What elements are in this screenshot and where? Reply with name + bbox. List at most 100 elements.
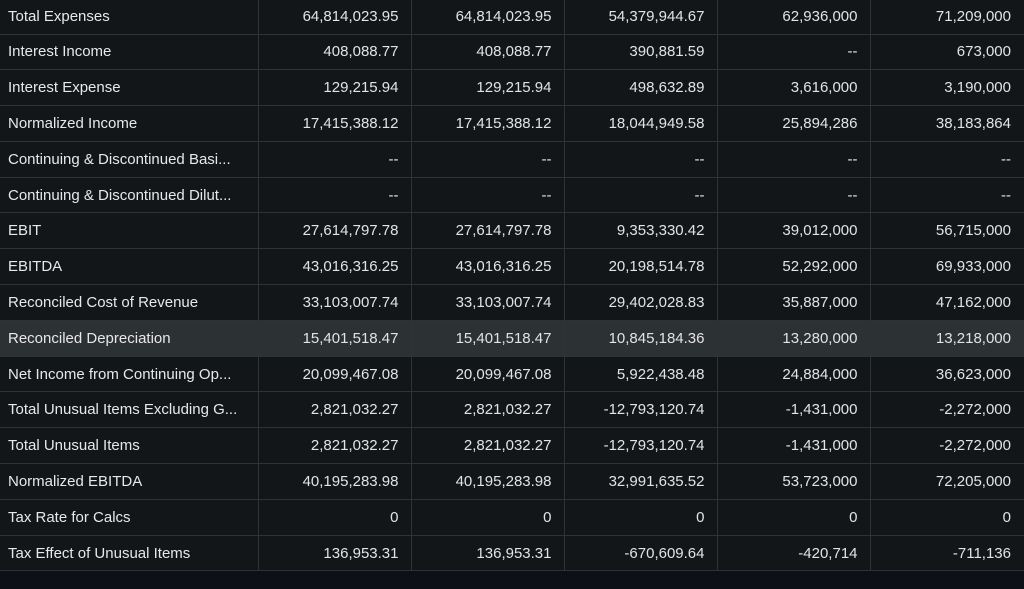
- value-cell: --: [717, 177, 871, 214]
- value-cell: 27,614,797.78: [411, 212, 565, 250]
- value-cell: 0: [258, 499, 412, 536]
- row-label: Total Unusual Items: [0, 427, 259, 465]
- table-row[interactable]: EBITDA 43,016,316.25 43,016,316.25 20,198,5…: [0, 248, 1024, 286]
- value-cell: --: [564, 177, 718, 214]
- table-row[interactable]: Interest Income 408,088.77 408,088.77 390,8…: [0, 34, 1024, 71]
- value-cell: 408,088.77: [258, 34, 412, 71]
- value-cell: --: [564, 141, 718, 178]
- row-label: Total Unusual Items Excluding G...: [0, 391, 259, 429]
- value-cell: 2,821,032.27: [258, 391, 412, 429]
- value-cell: 18,044,949.58: [564, 105, 718, 142]
- value-cell: 36,623,000: [870, 356, 1024, 393]
- table-row[interactable]: Total Unusual Items Excluding G... 2,821,…: [0, 391, 1024, 429]
- table-row[interactable]: Total Expenses 64,814,023.95 64,814,023.95…: [0, 0, 1024, 35]
- value-cell: --: [870, 141, 1024, 178]
- value-cell: 54,379,944.67: [564, 0, 718, 35]
- value-cell: 40,195,283.98: [411, 463, 565, 500]
- value-cell: 69,933,000: [870, 248, 1024, 286]
- table-row[interactable]: Total Unusual Items 2,821,032.27 2,821,032…: [0, 427, 1024, 465]
- row-label: Tax Effect of Unusual Items: [0, 535, 259, 572]
- value-cell: 15,401,518.47: [258, 320, 412, 357]
- table-row[interactable]: Normalized EBITDA 40,195,283.98 40,195,283…: [0, 463, 1024, 500]
- value-cell: 43,016,316.25: [411, 248, 565, 286]
- value-cell: 3,190,000: [870, 69, 1024, 107]
- value-cell: --: [258, 141, 412, 178]
- value-cell: --: [717, 34, 871, 71]
- value-cell: -670,609.64: [564, 535, 718, 572]
- value-cell: 5,922,438.48: [564, 356, 718, 393]
- row-label: Normalized EBITDA: [0, 463, 259, 500]
- row-label: EBITDA: [0, 248, 259, 286]
- value-cell: 10,845,184.36: [564, 320, 718, 357]
- value-cell: 2,821,032.27: [411, 427, 565, 465]
- value-cell: -1,431,000: [717, 427, 871, 465]
- value-cell: --: [411, 177, 565, 214]
- value-cell: -12,793,120.74: [564, 391, 718, 429]
- value-cell: 20,099,467.08: [258, 356, 412, 393]
- value-cell: -2,272,000: [870, 391, 1024, 429]
- value-cell: 2,821,032.27: [258, 427, 412, 465]
- value-cell: 13,218,000: [870, 320, 1024, 357]
- value-cell: 33,103,007.74: [411, 284, 565, 321]
- value-cell: --: [717, 141, 871, 178]
- value-cell: 0: [870, 499, 1024, 536]
- value-cell: --: [870, 177, 1024, 214]
- value-cell: 43,016,316.25: [258, 248, 412, 286]
- value-cell: 9,353,330.42: [564, 212, 718, 250]
- row-label: Continuing & Discontinued Dilut...: [0, 177, 259, 214]
- value-cell: 72,205,000: [870, 463, 1024, 500]
- value-cell: 0: [564, 499, 718, 536]
- value-cell: 2,821,032.27: [411, 391, 565, 429]
- table-row[interactable]: Tax Rate for Calcs 0 0 0 0 0: [0, 499, 1024, 536]
- financials-table: Total Expenses 64,814,023.95 64,814,023.95…: [0, 0, 1024, 572]
- value-cell: 129,215.94: [258, 69, 412, 107]
- table-row[interactable]: Continuing & Discontinued Basi... -- -- -- -…: [0, 141, 1024, 178]
- row-label: Reconciled Depreciation: [0, 320, 259, 357]
- value-cell: 13,280,000: [717, 320, 871, 357]
- value-cell: 62,936,000: [717, 0, 871, 35]
- table-row[interactable]: EBIT 27,614,797.78 27,614,797.78 9,353,330.…: [0, 212, 1024, 250]
- value-cell: -1,431,000: [717, 391, 871, 429]
- value-cell: 20,099,467.08: [411, 356, 565, 393]
- value-cell: 33,103,007.74: [258, 284, 412, 321]
- value-cell: 32,991,635.52: [564, 463, 718, 500]
- value-cell: 0: [411, 499, 565, 536]
- value-cell: 498,632.89: [564, 69, 718, 107]
- value-cell: 20,198,514.78: [564, 248, 718, 286]
- value-cell: 17,415,388.12: [258, 105, 412, 142]
- value-cell: 25,894,286: [717, 105, 871, 142]
- value-cell: 129,215.94: [411, 69, 565, 107]
- table-row[interactable]: Normalized Income 17,415,388.12 17,415,388…: [0, 105, 1024, 142]
- value-cell: 408,088.77: [411, 34, 565, 71]
- value-cell: 39,012,000: [717, 212, 871, 250]
- value-cell: 17,415,388.12: [411, 105, 565, 142]
- value-cell: --: [411, 141, 565, 178]
- value-cell: 29,402,028.83: [564, 284, 718, 321]
- value-cell: 35,887,000: [717, 284, 871, 321]
- table-row[interactable]: Reconciled Cost of Revenue 33,103,007.74 3…: [0, 284, 1024, 321]
- table-row[interactable]: Reconciled Depreciation 15,401,518.47 15,4…: [0, 320, 1024, 357]
- table-row[interactable]: Tax Effect of Unusual Items 136,953.31 136…: [0, 535, 1024, 572]
- value-cell: 40,195,283.98: [258, 463, 412, 500]
- row-label: Continuing & Discontinued Basi...: [0, 141, 259, 178]
- value-cell: -420,714: [717, 535, 871, 572]
- value-cell: 71,209,000: [870, 0, 1024, 35]
- row-label: EBIT: [0, 212, 259, 250]
- row-label: Interest Expense: [0, 69, 259, 107]
- value-cell: 56,715,000: [870, 212, 1024, 250]
- table-row[interactable]: Continuing & Discontinued Dilut... -- -- --…: [0, 177, 1024, 214]
- value-cell: 64,814,023.95: [411, 0, 565, 35]
- value-cell: 47,162,000: [870, 284, 1024, 321]
- value-cell: 38,183,864: [870, 105, 1024, 142]
- value-cell: 52,292,000: [717, 248, 871, 286]
- table-row[interactable]: Interest Expense 129,215.94 129,215.94 498,…: [0, 69, 1024, 107]
- row-label: Interest Income: [0, 34, 259, 71]
- row-label: Tax Rate for Calcs: [0, 499, 259, 536]
- value-cell: 27,614,797.78: [258, 212, 412, 250]
- row-label: Reconciled Cost of Revenue: [0, 284, 259, 321]
- value-cell: 64,814,023.95: [258, 0, 412, 35]
- table-row[interactable]: Net Income from Continuing Op... 20,099,4…: [0, 356, 1024, 393]
- value-cell: 24,884,000: [717, 356, 871, 393]
- value-cell: -2,272,000: [870, 427, 1024, 465]
- row-label: Normalized Income: [0, 105, 259, 142]
